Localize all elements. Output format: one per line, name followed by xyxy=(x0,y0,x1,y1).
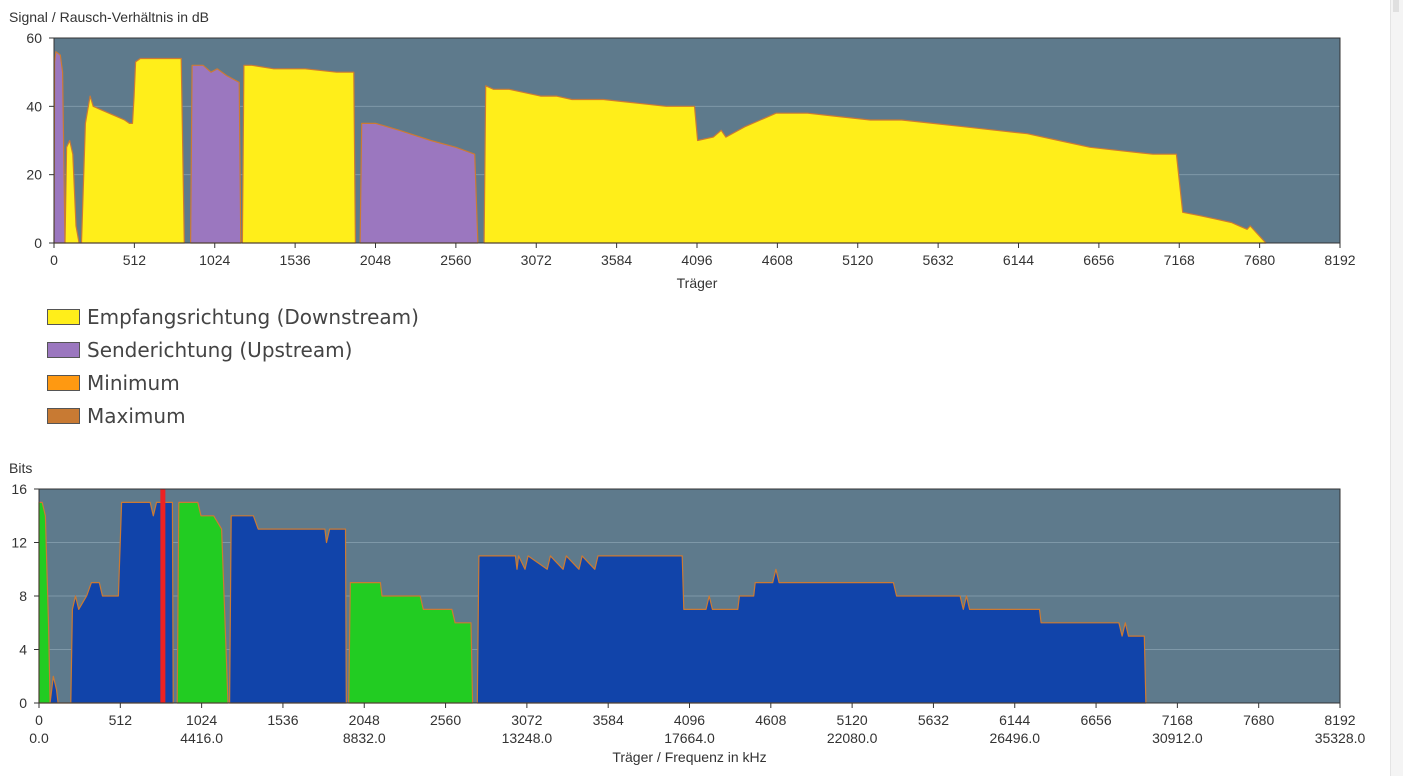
bits-series-0-segment-1 xyxy=(176,501,229,704)
bits-x-tick-label: 2560 xyxy=(430,712,461,728)
snr-y-tick-label: 40 xyxy=(26,98,42,114)
legend-item-minimum: Minimum xyxy=(47,366,419,399)
legend-label-minimum: Minimum xyxy=(87,370,180,395)
bits-x-freq-label: 17664.0 xyxy=(664,730,715,746)
page-scrollbar[interactable] xyxy=(1390,0,1403,776)
snr-x-tick-label: 0 xyxy=(50,252,58,268)
bits-y-tick-label: 8 xyxy=(19,588,27,604)
legend-swatch-minimum xyxy=(47,374,80,391)
bits-x-tick-label: 6656 xyxy=(1080,712,1111,728)
snr-x-tick-label: 512 xyxy=(123,252,147,268)
bits-x-tick-label: 4096 xyxy=(674,712,705,728)
snr-x-tick-label: 3072 xyxy=(521,252,552,268)
snr-y-tick-label: 20 xyxy=(26,167,42,183)
snr-series-0-segment-1 xyxy=(190,64,242,244)
legend-item-downstream: Empfangsrichtung (Downstream) xyxy=(47,300,419,333)
snr-legend: Empfangsrichtung (Downstream) Sendericht… xyxy=(47,300,419,432)
snr-x-tick-label: 6656 xyxy=(1083,252,1114,268)
legend-label-downstream: Empfangsrichtung (Downstream) xyxy=(87,304,419,329)
bits-x-tick-label: 0 xyxy=(35,712,43,728)
bits-x-tick-label: 8192 xyxy=(1324,712,1355,728)
legend-swatch-upstream xyxy=(47,341,80,358)
legend-label-maximum: Maximum xyxy=(87,403,186,428)
snr-x-tick-label: 2560 xyxy=(440,252,471,268)
snr-x-tick-label: 3584 xyxy=(601,252,632,268)
snr-x-tick-label: 7168 xyxy=(1164,252,1195,268)
snr-series-1-segment-2 xyxy=(483,85,1267,244)
bits-x-freq-label: 4416.0 xyxy=(180,730,223,746)
snr-chart: 0 20 40 60 0 512 1024 1536 2048 2560 3072 3584 4096 4… xyxy=(9,9,1356,291)
bits-y-tick-label: 12 xyxy=(11,535,27,551)
snr-y-axis-label: Signal / Rausch-Verhältnis in dB xyxy=(9,9,209,25)
snr-x-tick-label: 6144 xyxy=(1003,252,1034,268)
bits-x-freq-label: 8832.0 xyxy=(343,730,386,746)
snr-x-axis-label: Träger xyxy=(677,275,718,291)
snr-x-tick-label: 5632 xyxy=(923,252,954,268)
snr-x-tick-label: 8192 xyxy=(1324,252,1355,268)
bits-x-freq-label: 13248.0 xyxy=(502,730,553,746)
snr-series-1-segment-0 xyxy=(64,57,185,244)
bits-x-tick-label: 512 xyxy=(109,712,133,728)
snr-x-tick-label: 5120 xyxy=(842,252,873,268)
bits-x-tick-label: 7168 xyxy=(1162,712,1193,728)
snr-y-tick-label: 60 xyxy=(26,30,42,46)
legend-label-upstream: Senderichtung (Upstream) xyxy=(87,337,353,362)
legend-swatch-downstream xyxy=(47,308,80,325)
snr-x-tick-label: 1536 xyxy=(280,252,311,268)
bits-y-axis-label: Bits xyxy=(9,460,32,476)
snr-x-tick-label: 1024 xyxy=(199,252,230,268)
bits-x-axis-label: Träger / Frequenz in kHz xyxy=(612,749,766,765)
legend-item-maximum: Maximum xyxy=(47,399,419,432)
bits-x-tick-label: 1024 xyxy=(186,712,217,728)
snr-x-tick-label: 4608 xyxy=(762,252,793,268)
bits-x-freq-label: 26496.0 xyxy=(989,730,1040,746)
snr-y-tick-label: 0 xyxy=(34,235,42,251)
snr-x-tick-label: 7680 xyxy=(1244,252,1275,268)
bits-x-freq-label: 0.0 xyxy=(29,730,49,746)
bits-x-tick-label: 1536 xyxy=(267,712,298,728)
scrollbar-thumb[interactable] xyxy=(1393,0,1399,12)
snr-series-0-segment-2 xyxy=(359,122,479,244)
bits-series-1-segment-2 xyxy=(476,555,1147,704)
bits-x-tick-label: 6144 xyxy=(999,712,1030,728)
bits-x-tick-label: 3072 xyxy=(511,712,542,728)
bits-y-tick-label: 4 xyxy=(19,642,27,658)
snr-x-tick-label: 4096 xyxy=(681,252,712,268)
bits-series-0-segment-2 xyxy=(348,582,474,704)
bits-y-tick-label: 16 xyxy=(11,481,27,497)
bits-x-tick-label: 3584 xyxy=(593,712,624,728)
bits-series-1-segment-1 xyxy=(229,515,347,704)
bits-x-freq-label: 30912.0 xyxy=(1152,730,1203,746)
bits-x-freq-label: 22080.0 xyxy=(827,730,878,746)
bits-x-tick-label: 2048 xyxy=(349,712,380,728)
snr-series-1-segment-1 xyxy=(241,64,356,244)
legend-swatch-maximum xyxy=(47,407,80,424)
bits-x-tick-label: 5120 xyxy=(837,712,868,728)
bits-chart: 0 4 8 12 16 0 512 1024 1536 2048 2560 3072 3584 4096 4… xyxy=(9,460,1366,765)
bits-x-tick-label: 4608 xyxy=(755,712,786,728)
bits-y-tick-label: 0 xyxy=(19,695,27,711)
legend-item-upstream: Senderichtung (Upstream) xyxy=(47,333,419,366)
snr-x-tick-label: 2048 xyxy=(360,252,391,268)
bits-x-freq-label: 35328.0 xyxy=(1315,730,1366,746)
bits-x-tick-label: 7680 xyxy=(1243,712,1274,728)
bits-x-tick-label: 5632 xyxy=(918,712,949,728)
